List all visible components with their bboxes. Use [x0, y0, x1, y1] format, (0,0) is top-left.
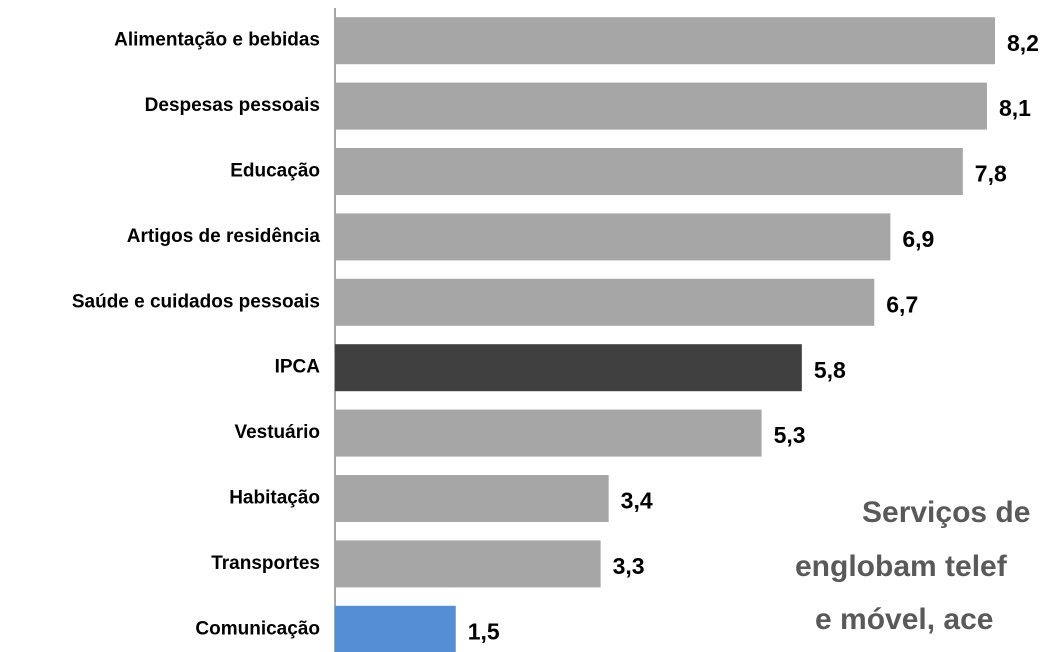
category-label: IPCA [275, 357, 321, 378]
bar [335, 605, 456, 652]
bar [335, 82, 987, 130]
category-label: Saúde e cuidados pessoais [72, 291, 320, 312]
annotation: e móvel, ace [815, 603, 993, 636]
value-label: 1,5 [468, 618, 500, 644]
value-label: 3,4 [621, 488, 653, 514]
bar [335, 148, 963, 195]
value-label: 8,1 [999, 95, 1031, 121]
category-label: Comunicação [195, 618, 320, 639]
category-label: Despesas pessoais [145, 95, 320, 116]
category-label: Alimentação e bebidas [114, 30, 320, 51]
annotation: Serviços de [862, 496, 1030, 529]
value-label: 3,3 [613, 553, 645, 579]
bar [335, 475, 609, 522]
category-label: Vestuário [234, 422, 320, 443]
value-label: 5,3 [774, 422, 806, 448]
category-label: Educação [230, 161, 320, 182]
bar [335, 278, 875, 326]
value-label: 6,9 [902, 226, 934, 252]
bar [335, 17, 995, 65]
category-label: Artigos de residência [127, 226, 321, 247]
value-label: 7,8 [975, 161, 1007, 187]
category-label: Transportes [211, 553, 320, 574]
annotation: englobam telef [795, 550, 1008, 583]
value-label: 8,2 [1007, 30, 1039, 56]
bar [335, 344, 802, 392]
bar [335, 409, 762, 457]
bar [335, 540, 601, 588]
value-label: 5,8 [814, 357, 846, 383]
category-label: Habitação [229, 488, 320, 509]
value-label: 6,7 [886, 291, 918, 317]
bar [335, 213, 891, 261]
